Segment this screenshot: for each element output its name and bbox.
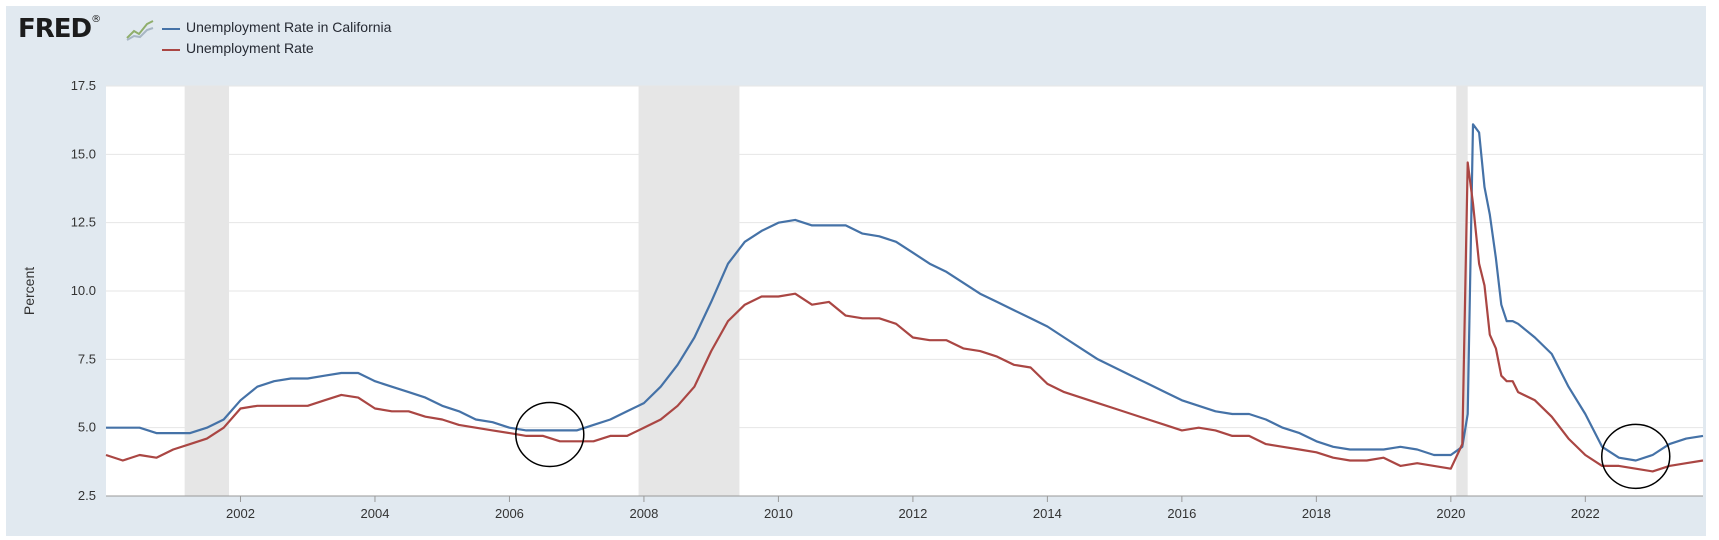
x-tick-label: 2004	[361, 506, 390, 521]
y-tick-label: 5.0	[78, 420, 96, 435]
registered-mark: ®	[91, 14, 102, 25]
x-tick-label: 2010	[764, 506, 793, 521]
fred-logo[interactable]: FRED®	[18, 14, 101, 44]
x-tick-label: 2008	[629, 506, 658, 521]
line-chart-icon	[125, 18, 155, 42]
y-tick-label: 12.5	[71, 215, 96, 230]
series-lines	[105, 123, 1704, 473]
y-tick-label: 7.5	[78, 351, 96, 366]
annotations	[515, 401, 1671, 490]
y-tick-label: 15.0	[71, 146, 96, 161]
y-tick-label: 10.0	[71, 283, 96, 298]
x-tick-label: 2012	[898, 506, 927, 521]
legend-swatch	[162, 28, 180, 30]
y-tick-label: 17.5	[71, 78, 96, 93]
x-tick-label: 2020	[1436, 506, 1465, 521]
series-line-1	[106, 123, 1704, 462]
logo-text: FRED	[18, 14, 92, 44]
annotation-circle	[515, 401, 585, 468]
x-tick-label: 2002	[226, 506, 255, 521]
y-tick-label: 2.5	[78, 488, 96, 503]
x-axis-ticks: 2002 2004 2006 2008 2010 2012 2014 2016 2018 2020…	[106, 495, 1703, 521]
x-tick-label: 2016	[1167, 506, 1196, 521]
series-line-2	[105, 161, 1704, 473]
legend-swatch	[162, 49, 180, 51]
x-tick-label: 2014	[1033, 506, 1062, 521]
y-axis-ticks: 2.5 5.0 7.5 10.0 12.5 15.0 17.5	[71, 78, 96, 503]
legend-label: Unemployment Rate	[186, 40, 314, 56]
annotation-circle	[1601, 423, 1671, 490]
x-tick-label: 2006	[495, 506, 524, 521]
legend-label: Unemployment Rate in California	[186, 19, 392, 35]
x-tick-label: 2018	[1302, 506, 1331, 521]
x-tick-label: 2022	[1571, 506, 1600, 521]
y-axis-title: Percent	[21, 267, 37, 315]
